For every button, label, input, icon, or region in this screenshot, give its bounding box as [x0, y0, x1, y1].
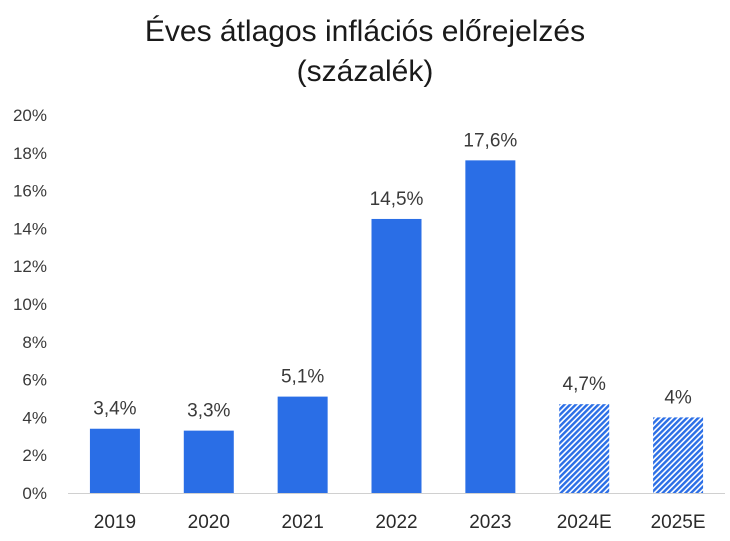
- data-label: 5,1%: [281, 367, 324, 388]
- data-label: 4%: [664, 387, 692, 408]
- x-tick-label: 2022: [375, 512, 417, 533]
- y-tick-label: 20%: [13, 106, 47, 125]
- chart-title-line-2: (százalék): [296, 55, 434, 88]
- x-tick-label: 2024E: [557, 512, 612, 533]
- data-labels: 3,4% 3,3% 5,1% 14,5% 17,6% 4,7% 4%: [93, 130, 692, 421]
- y-axis: 0% 2% 4% 6% 8% 10% 12% 14% 16% 18% 20%: [13, 106, 47, 503]
- bar-2021: [277, 396, 328, 493]
- y-tick-label: 6%: [22, 371, 47, 390]
- x-tick-label: 2019: [94, 512, 136, 533]
- y-tick-label: 2%: [22, 446, 47, 465]
- x-tick-label: 2020: [188, 512, 230, 533]
- x-axis: 2019 2020 2021 2022 2023 2024E 2025E: [94, 512, 706, 533]
- bar-2019: [89, 428, 140, 493]
- x-tick-label: 2025E: [651, 512, 706, 533]
- y-tick-label: 14%: [13, 219, 47, 238]
- y-tick-label: 8%: [22, 333, 47, 352]
- data-label: 14,5%: [370, 189, 424, 210]
- bar-estimate-2025E: [653, 417, 704, 493]
- y-tick-label: 16%: [13, 182, 47, 201]
- chart-title-line-1: Éves átlagos inflációs előrejelzés: [144, 15, 586, 48]
- bar-estimate-2024E: [559, 404, 610, 493]
- y-tick-label: 0%: [22, 484, 47, 503]
- bar-2022: [371, 218, 422, 493]
- data-label: 4,7%: [563, 374, 606, 395]
- data-label: 3,3%: [187, 401, 230, 422]
- data-label: 17,6%: [463, 130, 517, 151]
- x-tick-label: 2023: [469, 512, 511, 533]
- x-tick-label: 2021: [282, 512, 324, 533]
- y-tick-label: 4%: [22, 408, 47, 427]
- y-tick-label: 10%: [13, 295, 47, 314]
- bar-2020: [183, 430, 234, 493]
- y-tick-label: 18%: [13, 144, 47, 163]
- bar-2023: [465, 160, 516, 494]
- bars-group: [89, 160, 704, 494]
- y-tick-label: 12%: [13, 257, 47, 276]
- data-label: 3,4%: [93, 399, 136, 420]
